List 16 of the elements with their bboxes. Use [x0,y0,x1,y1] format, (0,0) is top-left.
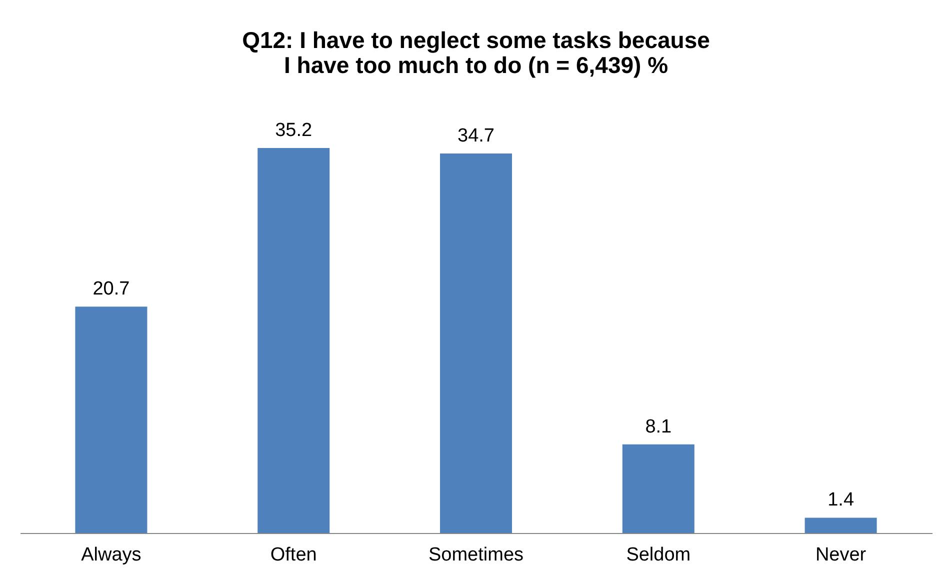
data-label: 34.7 [458,126,494,147]
x-tick-label: Seldom [626,544,691,566]
x-tick-label: Often [270,544,317,566]
data-label: 8.1 [645,416,672,438]
bar [258,148,330,533]
x-tick-label: Never [815,544,867,566]
chart-title: Q12: I have to neglect some tasks because I have too much to do (n = 6,439) % [242,27,710,78]
bar [440,154,512,533]
data-label: 20.7 [92,278,130,300]
data-label: 1.4 [828,490,854,511]
data-label: 35.2 [275,120,312,142]
bar [622,444,694,533]
bar [804,518,877,533]
x-tick-label: Sometimes [428,544,524,566]
x-tick-label: Always [81,544,142,566]
bar [75,306,148,533]
